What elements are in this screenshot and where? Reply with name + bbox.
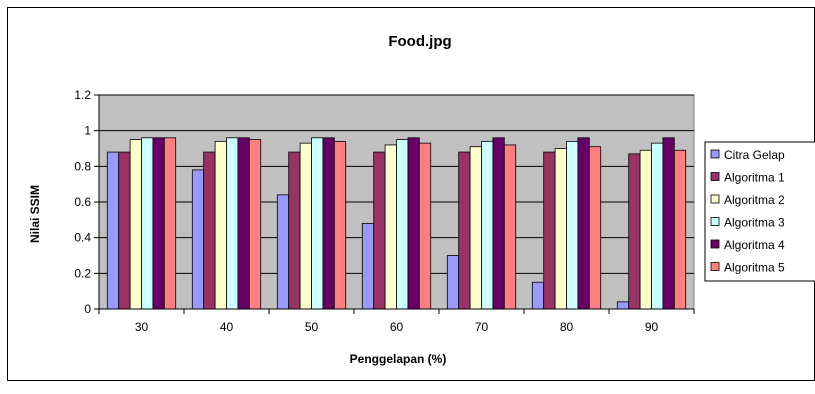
bar-algoritma-1 bbox=[203, 151, 216, 310]
bar-algoritma-5 bbox=[503, 144, 517, 310]
bar-algoritma-4 bbox=[662, 137, 675, 310]
plot-area: 0 0.2 0.4 0.6 0.8 1 1.2 30 40 50 60 70 80 90 bbox=[74, 88, 695, 334]
bar-algoritma-4 bbox=[237, 137, 250, 310]
legend-swatch bbox=[710, 172, 720, 181]
bar-algoritma-3 bbox=[481, 140, 494, 310]
bar-algoritma-5 bbox=[588, 146, 602, 310]
bar-algoritma-1 bbox=[543, 151, 556, 310]
x-tick-label: 90 bbox=[645, 320, 659, 334]
bar-algoritma-1 bbox=[373, 151, 386, 310]
bar-algoritma-4 bbox=[492, 137, 505, 310]
bar-citra-gelap bbox=[276, 194, 290, 310]
legend-label: Algoritma 2 bbox=[724, 193, 785, 207]
bar-algoritma-1 bbox=[288, 151, 301, 310]
legend-swatch bbox=[710, 149, 720, 159]
bar-citra-gelap bbox=[361, 222, 375, 310]
legend-box bbox=[704, 141, 815, 282]
x-tick-label: 50 bbox=[305, 320, 319, 334]
bar-algoritma-5 bbox=[673, 149, 687, 310]
legend-swatch bbox=[710, 217, 720, 226]
legend-label: Algoritma 3 bbox=[724, 216, 785, 230]
bar-algoritma-5 bbox=[163, 137, 177, 310]
x-tick-label: 80 bbox=[560, 320, 574, 334]
y-tick-label: 0.8 bbox=[74, 159, 91, 173]
bar-algoritma-4 bbox=[407, 137, 420, 310]
x-tick-label: 70 bbox=[475, 320, 489, 334]
y-axis-label: Nilai SSIM bbox=[28, 185, 42, 243]
bar-algoritma-4 bbox=[322, 137, 335, 310]
bar-citra-gelap bbox=[191, 169, 205, 310]
bar-algoritma-2 bbox=[639, 149, 652, 310]
bar-algoritma-3 bbox=[396, 139, 409, 310]
bar-algoritma-3 bbox=[226, 137, 239, 310]
bar-algoritma-3 bbox=[141, 137, 154, 310]
x-tick-label: 40 bbox=[220, 320, 234, 334]
bar-citra-gelap bbox=[616, 301, 630, 310]
legend-label: Algoritma 5 bbox=[724, 261, 785, 275]
bar-citra-gelap bbox=[446, 255, 460, 310]
y-tick-label: 0 bbox=[84, 302, 91, 316]
bar-algoritma-2 bbox=[129, 139, 142, 310]
legend-swatch bbox=[710, 194, 720, 204]
x-axis-label: Penggelapan (%) bbox=[350, 352, 447, 366]
x-tick-label: 30 bbox=[135, 320, 149, 334]
legend-label: Algoritma 1 bbox=[724, 171, 785, 185]
x-tick-label: 60 bbox=[390, 320, 404, 334]
y-tick-label: 1 bbox=[84, 124, 91, 138]
bar-algoritma-2 bbox=[469, 146, 482, 310]
bar-algoritma-2 bbox=[214, 140, 227, 310]
bar-algoritma-1 bbox=[458, 151, 471, 310]
bar-algoritma-1 bbox=[118, 151, 131, 310]
legend-swatch bbox=[710, 262, 720, 271]
bar-algoritma-4 bbox=[577, 137, 590, 310]
y-tick-label: 1.2 bbox=[74, 88, 91, 102]
bar-algoritma-2 bbox=[299, 142, 312, 310]
y-tick-label: 0.6 bbox=[74, 195, 91, 209]
bar-algoritma-5 bbox=[418, 142, 432, 310]
bar-algoritma-1 bbox=[628, 153, 641, 310]
legend-label: Algoritma 4 bbox=[724, 238, 785, 252]
chart-title: Food.jpg bbox=[388, 33, 451, 50]
y-tick-label: 0.2 bbox=[74, 266, 91, 280]
bar-algoritma-2 bbox=[384, 144, 397, 310]
bar-algoritma-2 bbox=[554, 148, 567, 310]
y-tick-label: 0.4 bbox=[74, 231, 91, 245]
bar-citra-gelap bbox=[106, 151, 120, 310]
legend: Citra Gelap Algoritma 1 Algoritma 2 Algorit… bbox=[704, 141, 815, 282]
bar-algoritma-3 bbox=[566, 140, 579, 310]
bar-algoritma-3 bbox=[651, 142, 664, 310]
legend-swatch bbox=[710, 239, 720, 249]
bar-algoritma-5 bbox=[248, 139, 262, 310]
bar-citra-gelap bbox=[531, 281, 545, 310]
legend-label: Citra Gelap bbox=[724, 148, 785, 162]
bar-algoritma-5 bbox=[333, 140, 347, 310]
bar-algoritma-4 bbox=[152, 137, 165, 310]
bar-algoritma-3 bbox=[311, 137, 324, 310]
